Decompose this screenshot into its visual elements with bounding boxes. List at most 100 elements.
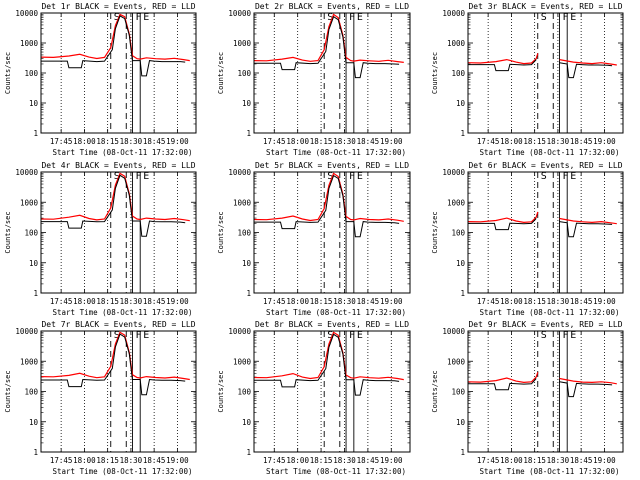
y-tick-label: 100 [24,388,38,397]
x-tick-label: 17:45 [477,137,500,146]
y-tick-label: 1000 [447,357,466,366]
y-tick-label: 1000 [447,198,466,207]
marker-label-s: S [114,12,120,23]
detector-panel-3: Det 3r BLACK = Events, RED = LLD Counts/s… [431,2,624,157]
x-tick-label: 17:45 [50,137,73,146]
plot-frame [467,171,624,294]
x-tick-label: 19:00 [593,137,616,146]
x-tick-label: 18:00 [286,456,309,465]
x-tick-label: 18:45 [143,297,166,306]
y-tick-label: 10000 [442,327,465,336]
detector-panel-9: Det 9r BLACK = Events, RED = LLD Counts/s… [431,320,624,476]
y-axis-label: Counts/sec [217,211,225,253]
y-axis-label: Counts/sec [4,211,12,253]
x-tick-label: 18:15 [523,137,546,146]
marker-label-e: E [143,171,149,182]
panel-title: Det 5r BLACK = Events, RED = LLD [255,161,409,170]
x-tick-label: 17:45 [50,297,73,306]
marker-label-e: E [357,12,363,23]
plot-frame [40,330,197,453]
x-tick-label: 19:00 [166,456,189,465]
y-tick-label: 1000 [233,357,252,366]
marker-label-s: S [541,12,547,23]
x-tick-label: 18:30 [120,456,143,465]
detector-panel-4: Det 4r BLACK = Events, RED = LLD Counts/s… [4,161,197,317]
x-tick-label: 19:00 [380,297,403,306]
marker-label-f: F [349,171,355,182]
series-events [468,378,613,398]
marker-label-e: E [357,330,363,341]
y-tick-label: 100 [451,229,465,238]
y-tick-label: 1 [460,129,465,138]
x-axis-label: Start Time (08-Oct-11 17:32:00) [53,308,193,317]
y-tick-label: 10000 [228,168,251,177]
marker-label-f: F [349,12,355,23]
series-lld [467,372,617,385]
x-tick-label: 18:45 [570,297,593,306]
y-tick-label: 10 [456,259,466,268]
y-tick-label: 100 [237,229,251,238]
x-tick-label: 17:45 [50,456,73,465]
series-lld [40,331,190,381]
marker-label-e: E [570,171,576,182]
series-lld [253,13,404,63]
series-events [41,174,186,237]
detector-panel-6: Det 6r BLACK = Events, RED = LLD Counts/s… [431,161,624,317]
y-tick-label: 100 [451,388,465,397]
y-tick-label: 10 [242,259,252,268]
detector-panel-1: Det 1r BLACK = Events, RED = LLD Counts/s… [4,2,197,157]
x-tick-label: 19:00 [166,137,189,146]
x-tick-label: 18:00 [73,456,96,465]
x-axis-label: Start Time (08-Oct-11 17:32:00) [53,148,193,157]
x-tick-label: 18:45 [143,456,166,465]
x-tick-label: 18:15 [96,137,119,146]
series-lld [467,211,617,225]
y-tick-label: 10000 [15,327,38,336]
y-tick-label: 1000 [20,39,39,48]
y-tick-label: 10000 [15,9,38,18]
x-tick-label: 18:45 [357,137,380,146]
series-events [254,15,400,79]
detector-panel-7: Det 7r BLACK = Events, RED = LLD Counts/s… [4,320,197,476]
y-tick-label: 1000 [233,39,252,48]
series-lld [253,331,404,381]
y-axis-label: Counts/sec [217,52,225,94]
y-tick-label: 1 [246,129,251,138]
y-axis-label: Counts/sec [4,52,12,94]
x-axis-label: Start Time (08-Oct-11 17:32:00) [53,467,193,476]
x-tick-label: 18:45 [570,456,593,465]
series-events [468,59,613,79]
series-lld [253,172,404,222]
y-tick-label: 1 [460,289,465,298]
y-axis-label: Counts/sec [431,211,439,253]
y-tick-label: 10 [29,99,39,108]
y-tick-label: 1000 [20,198,39,207]
x-tick-label: 17:45 [263,137,286,146]
y-tick-label: 10 [456,99,466,108]
x-axis-label: Start Time (08-Oct-11 17:32:00) [266,308,406,317]
x-tick-label: 19:00 [593,456,616,465]
y-axis-label: Counts/sec [431,370,439,412]
marker-label-s: S [114,330,120,341]
x-tick-label: 19:00 [593,297,616,306]
marker-label-e: E [570,330,576,341]
x-tick-label: 18:00 [73,297,96,306]
marker-label-e: E [357,171,363,182]
panel-title: Det 7r BLACK = Events, RED = LLD [41,320,195,329]
y-tick-label: 100 [24,69,38,78]
panel-title: Det 1r BLACK = Events, RED = LLD [41,2,195,11]
x-tick-label: 18:00 [500,137,523,146]
y-tick-label: 1 [33,448,38,457]
x-axis-label: Start Time (08-Oct-11 17:32:00) [480,148,620,157]
series-events [254,333,400,396]
y-tick-label: 100 [451,69,465,78]
x-tick-label: 18:00 [286,137,309,146]
y-tick-label: 10000 [228,327,251,336]
x-tick-label: 18:15 [310,456,333,465]
series-lld [40,172,190,222]
x-tick-label: 18:30 [547,297,570,306]
y-axis-label: Counts/sec [217,370,225,412]
y-axis-label: Counts/sec [431,52,439,94]
y-tick-label: 1 [460,448,465,457]
